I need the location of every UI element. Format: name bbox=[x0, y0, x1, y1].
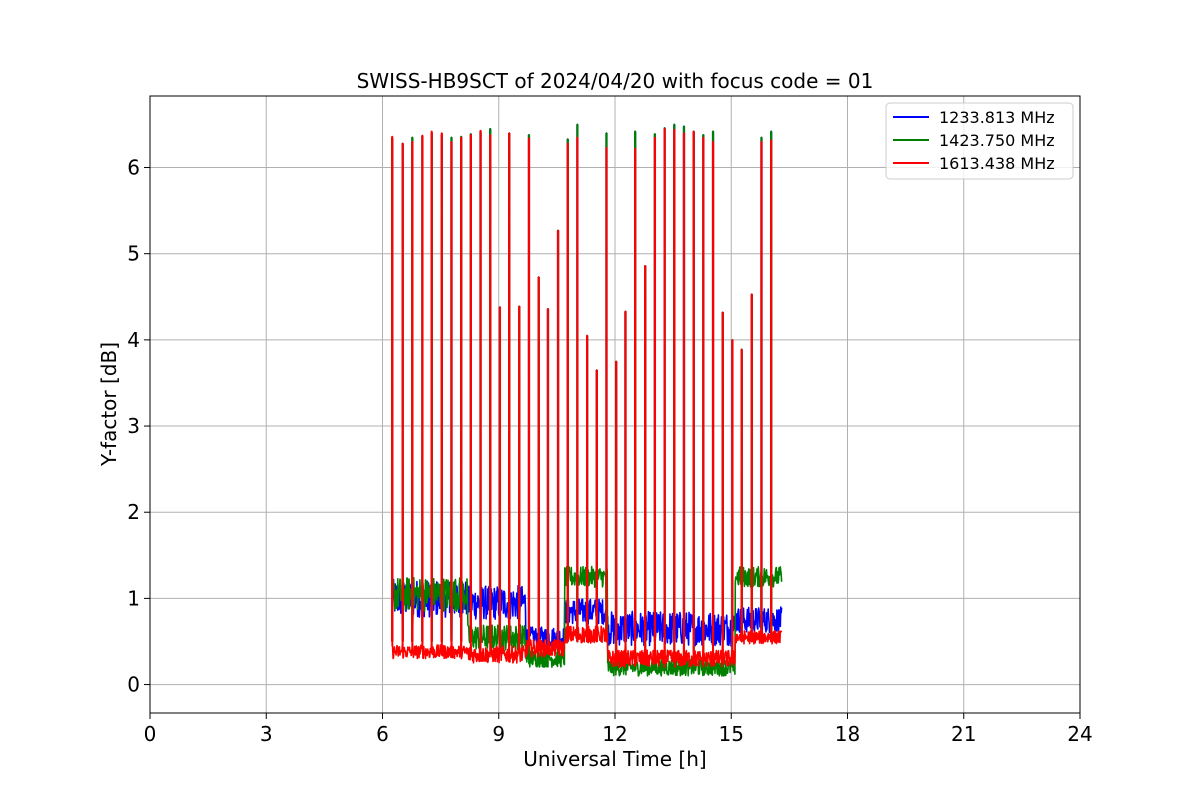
x-tick-label: 6 bbox=[376, 722, 389, 746]
x-tick-label: 15 bbox=[719, 722, 744, 746]
grid bbox=[149, 96, 1081, 713]
y-tick-label: 1 bbox=[127, 586, 140, 610]
y-tick-label: 5 bbox=[127, 242, 140, 266]
y-axis-label: Y-factor [dB] bbox=[97, 342, 121, 467]
x-tick-label: 0 bbox=[144, 722, 157, 746]
x-tick-label: 9 bbox=[492, 722, 505, 746]
legend-label: 1613.438 MHz bbox=[939, 154, 1055, 173]
chart-title: SWISS-HB9SCT of 2024/04/20 with focus co… bbox=[357, 69, 874, 93]
legend-label: 1233.813 MHz bbox=[939, 108, 1055, 127]
x-tick-label: 3 bbox=[260, 722, 273, 746]
legend-label: 1423.750 MHz bbox=[939, 131, 1055, 150]
y-tick-label: 3 bbox=[127, 414, 140, 438]
y-tick-label: 4 bbox=[127, 328, 140, 352]
legend: 1233.813 MHz 1423.750 MHz 1613.438 MHz bbox=[885, 102, 1074, 180]
x-tick-label: 21 bbox=[951, 722, 976, 746]
series-layer bbox=[391, 123, 783, 677]
x-tick-label: 12 bbox=[602, 722, 627, 746]
x-tick-label: 18 bbox=[835, 722, 860, 746]
y-tick-label: 2 bbox=[127, 500, 140, 524]
y-tick-label: 0 bbox=[127, 673, 140, 697]
x-tick-label: 24 bbox=[1067, 722, 1092, 746]
y-tick-label: 6 bbox=[127, 156, 140, 180]
legend-box bbox=[885, 102, 1074, 180]
series-line-3 bbox=[391, 127, 783, 669]
x-axis-label: Universal Time [h] bbox=[523, 747, 706, 771]
